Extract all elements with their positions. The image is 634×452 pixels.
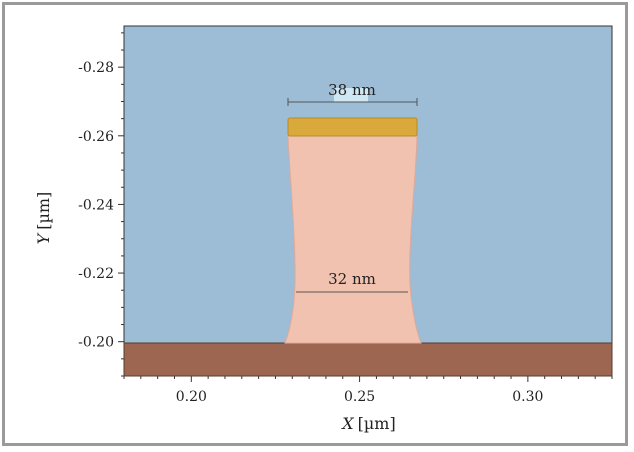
resist-line [284,135,422,344]
x-tick-label: 0.30 [512,389,543,405]
y-axis-label: Y[µm] [34,192,53,245]
neck-width-dimension: 32 nm [296,270,408,293]
y-tick-label: -0.28 [78,60,114,76]
y-tick-label: -0.26 [78,129,114,145]
substrate-layer [123,342,613,377]
y-axis: -0.28 -0.26 -0.24 -0.22 -0.20 [78,32,124,377]
top-width-label: 38 nm [328,81,376,99]
x-tick-label: 0.20 [176,389,207,405]
y-tick-label: -0.24 [78,197,114,213]
x-axis: 0.20 0.25 0.30 [123,376,613,405]
neck-width-label: 32 nm [328,270,376,288]
top-width-dimension: 38 nm [287,81,418,106]
cap-layer [287,117,418,137]
y-tick-label: -0.22 [78,266,114,282]
x-tick-label: 0.25 [344,389,375,405]
y-tick-label: -0.20 [78,335,114,351]
x-axis-label: X [µm] [340,414,395,433]
